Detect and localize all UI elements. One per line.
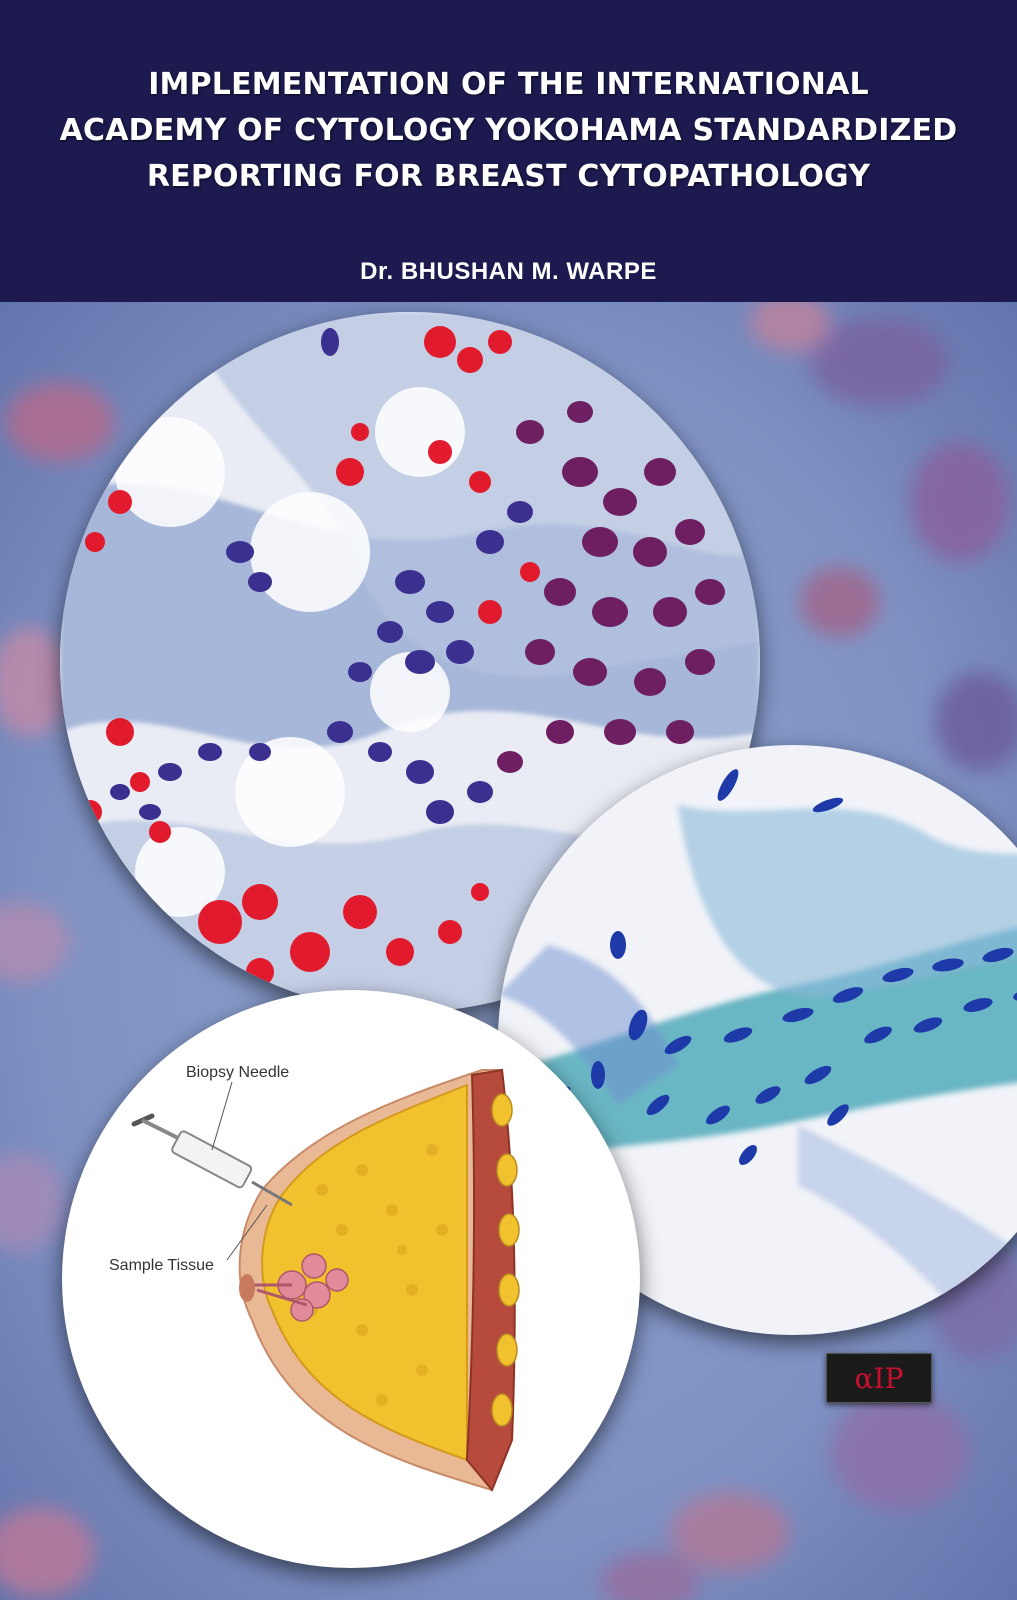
biopsy-needle-label: Biopsy Needle (186, 1064, 290, 1081)
aip-logo-icon: αIP (855, 1362, 904, 1395)
sample-tissue-label: Sample Tissue (109, 1257, 214, 1274)
aip-logo-text: αIP (855, 1362, 904, 1395)
micrograph-circle-pap (60, 312, 760, 1012)
book-title: IMPLEMENTATION OF THE INTERNATIONAL ACAD… (30, 62, 987, 200)
author-name: Dr. BHUSHAN M. WARPE (360, 258, 657, 285)
title-line-3: REPORTING FOR BREAST CYTOPATHOLOGY (146, 159, 871, 194)
syringe-icon (131, 1113, 293, 1207)
title-line-1: IMPLEMENTATION OF THE INTERNATIONAL (148, 67, 869, 102)
title-band: IMPLEMENTATION OF THE INTERNATIONAL ACAD… (0, 0, 1017, 302)
aip-logo: αIP (826, 1353, 932, 1403)
breast-biopsy-illustration (131, 1068, 520, 1492)
title-line-2: ACADEMY OF CYTOLOGY YOKOHAMA STANDARDIZE… (59, 113, 958, 148)
biopsy-diagram-circle: Biopsy Needle Sample Tissue (62, 990, 640, 1568)
pap-stain-image (60, 312, 760, 1012)
